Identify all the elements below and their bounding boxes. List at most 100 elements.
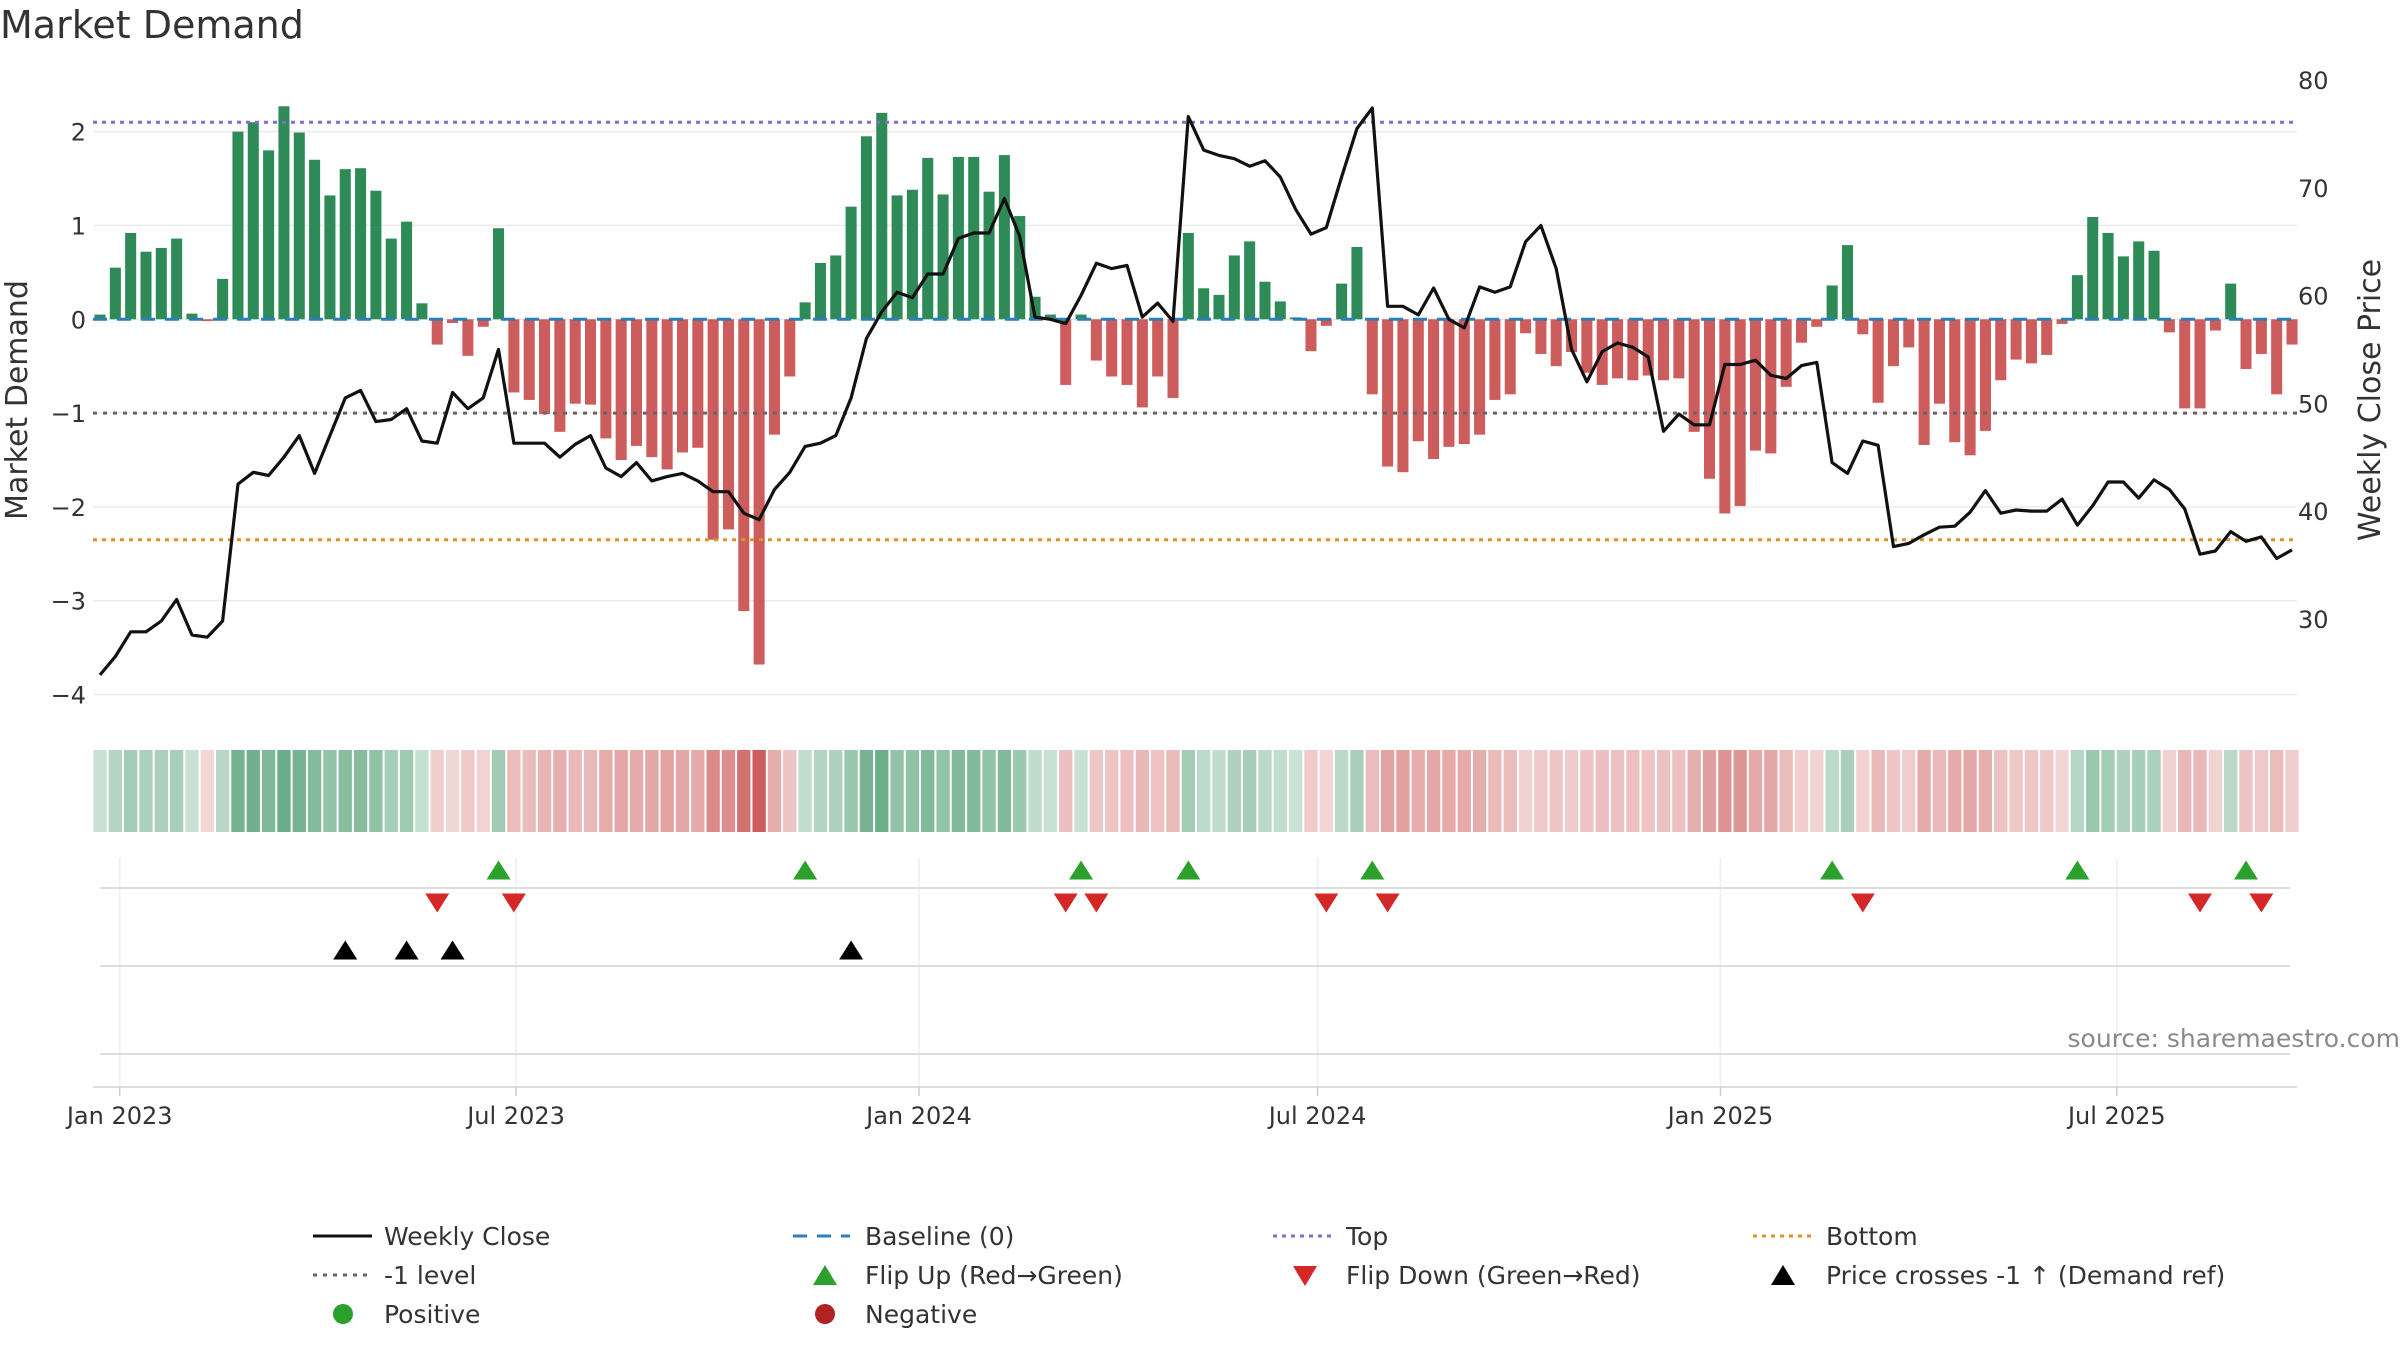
heat-cell [737, 750, 751, 832]
price-cross-marker [394, 940, 419, 960]
demand-bar [630, 319, 643, 446]
flip-down-marker [425, 893, 450, 913]
heat-cell [859, 750, 874, 832]
heat-cell [568, 750, 582, 832]
heat-cell [2116, 750, 2131, 832]
heat-cell [905, 750, 920, 832]
legend-negative-dot [815, 1304, 835, 1324]
y2-tick-label: 50 [2298, 390, 2329, 418]
heat-cell [2285, 750, 2299, 832]
heat-cell [1028, 750, 1042, 832]
demand-bar [416, 303, 428, 320]
demand-bar [2056, 319, 2068, 324]
y2-axis-label: Weekly Close Price [2353, 259, 2388, 541]
heat-cell [1380, 750, 1395, 832]
heat-cell [553, 750, 567, 832]
legend-minus-one-label: -1 level [384, 1261, 476, 1290]
demand-bar [1443, 319, 1455, 447]
heat-cell [951, 750, 966, 832]
heat-cell [1426, 750, 1441, 832]
heat-cell [829, 750, 843, 832]
demand-bar [814, 262, 826, 320]
heat-cell [246, 750, 260, 832]
demand-bar [646, 319, 658, 458]
heat-cell [1702, 750, 1717, 832]
demand-bar [339, 169, 351, 320]
heat-cell [783, 750, 797, 832]
demand-bar [94, 314, 106, 320]
flip-down-marker [2188, 893, 2213, 913]
heat-cell [215, 750, 230, 832]
demand-bar [309, 159, 321, 320]
flip-up-marker [1176, 860, 1201, 880]
heat-cell [2009, 750, 2023, 832]
demand-bar [1688, 319, 1700, 432]
heat-cell [2101, 750, 2115, 832]
y2-tick-label: 70 [2298, 175, 2329, 203]
demand-bar [937, 194, 949, 320]
legend-item-weekly-close: Weekly Close [313, 1222, 550, 1251]
demand-bar [1857, 319, 1869, 335]
demand-bar [1090, 319, 1102, 361]
x-tick-label: Jan 2024 [864, 1102, 972, 1130]
flip-down-marker [1053, 893, 1078, 913]
heat-cell [767, 750, 782, 832]
demand-bar [1397, 319, 1409, 473]
demand-bar [385, 238, 397, 320]
demand-bar [1213, 294, 1225, 320]
y-tick-label: 0 [71, 306, 86, 334]
legend-weekly-close-label: Weekly Close [384, 1222, 550, 1251]
demand-bar [1566, 319, 1578, 353]
demand-bar [1933, 319, 1945, 404]
heat-cell [1948, 750, 1962, 832]
demand-bar [1351, 247, 1363, 320]
heat-cell [430, 750, 444, 832]
heat-cell [1902, 750, 1916, 832]
demand-bar [1780, 319, 1792, 387]
heat-cell [169, 750, 184, 832]
heat-cell [1258, 750, 1272, 832]
flip-down-marker [1850, 893, 1875, 913]
demand-bar [2240, 319, 2252, 369]
flip-up-marker [1820, 860, 1845, 880]
legend-item-bottom: Bottom [1753, 1222, 1918, 1251]
legend-positive-dot [333, 1304, 353, 1324]
flip-down-marker [1375, 893, 1400, 913]
weekly-close-line [98, 106, 2293, 676]
heat-cell [1748, 750, 1763, 832]
heat-cell [1350, 750, 1364, 832]
demand-bar [1734, 319, 1746, 506]
heat-cell [2024, 750, 2039, 832]
heat-cell [921, 750, 935, 832]
y-tick-label: 1 [71, 212, 86, 240]
demand-bar [1320, 319, 1332, 326]
demand-bar [1152, 319, 1164, 377]
flip-up-marker [1069, 860, 1094, 880]
heat-cell [1656, 750, 1671, 832]
heat-cell [1059, 750, 1073, 832]
demand-bar [1489, 319, 1501, 400]
heat-cell [461, 750, 475, 832]
heat-cell [200, 750, 214, 832]
demand-bar [1259, 281, 1271, 320]
legend-item-price-crosses: Price crosses -1 ↑ (Demand ref) [1771, 1261, 2225, 1290]
demand-bar [186, 313, 198, 320]
demand-bar [140, 251, 152, 320]
demand-bar [1765, 319, 1777, 454]
legend-flip-down-triangle [1293, 1266, 1317, 1286]
demand-bar [201, 319, 213, 322]
demand-bar [1106, 319, 1118, 377]
heat-cell [1672, 750, 1686, 832]
demand-bar [401, 221, 413, 320]
demand-bar [2087, 216, 2099, 320]
demand-bar [584, 319, 597, 405]
heat-cell [2208, 750, 2223, 832]
heat-cell [185, 750, 199, 832]
legend: Weekly Close -1 level Positive Baseline … [313, 1222, 2225, 1329]
legend-item-minus-one: -1 level [313, 1261, 476, 1290]
heat-cell [2086, 750, 2100, 832]
legend-price-crosses-label: Price crosses -1 ↑ (Demand ref) [1826, 1261, 2225, 1290]
heat-cell [1794, 750, 1809, 832]
heat-cell [1963, 750, 1977, 832]
legend-item-flip-up: Flip Up (Red→Green) [812, 1261, 1123, 1290]
